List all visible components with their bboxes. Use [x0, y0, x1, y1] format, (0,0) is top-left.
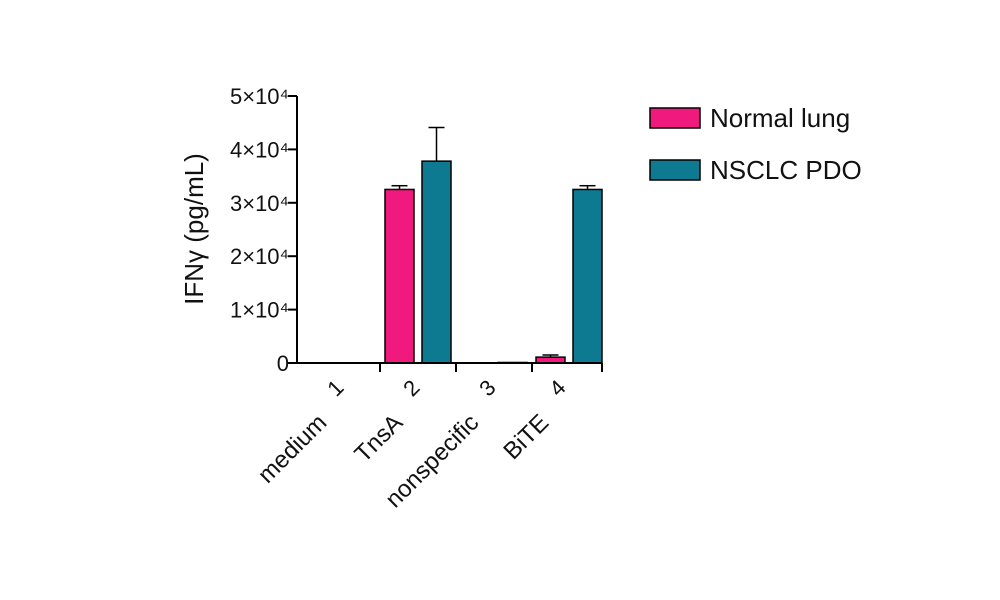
y-axis-title: IFNγ (pg/mL) — [179, 153, 209, 305]
legend: Normal lung NSCLC PDO — [649, 103, 862, 185]
x-tick-number: 2 — [398, 375, 424, 401]
bar-normal-lung-2 — [384, 188, 415, 364]
bar-nsclc-pdo-4 — [572, 188, 603, 364]
x-tick-number: 4 — [544, 375, 570, 401]
y-tick-label: 3×10⁴ — [230, 191, 289, 216]
y-tick-label: 0 — [277, 351, 289, 376]
x-tick-number: 1 — [322, 375, 348, 401]
y-tick-label: 1×10⁴ — [230, 298, 289, 323]
legend-swatch — [649, 107, 701, 129]
y-axis-ticks: 0 1×10⁴ 2×10⁴ 3×10⁴ 4×10⁴ 5×10⁴ — [230, 84, 297, 376]
x-category-label: TnsA — [350, 409, 409, 468]
bar-nsclc-pdo-2 — [421, 160, 452, 364]
x-category-label: BiTE — [498, 409, 554, 465]
x-tick-number: 3 — [474, 375, 500, 401]
legend-swatch — [649, 159, 701, 181]
plot-area — [384, 126, 603, 364]
y-tick-label: 5×10⁴ — [230, 84, 289, 109]
y-tick-label: 4×10⁴ — [230, 137, 289, 162]
y-tick-label: 2×10⁴ — [230, 244, 289, 269]
legend-label: Normal lung — [710, 103, 850, 133]
legend-label: NSCLC PDO — [710, 155, 862, 185]
x-category-label: medium — [253, 409, 332, 488]
